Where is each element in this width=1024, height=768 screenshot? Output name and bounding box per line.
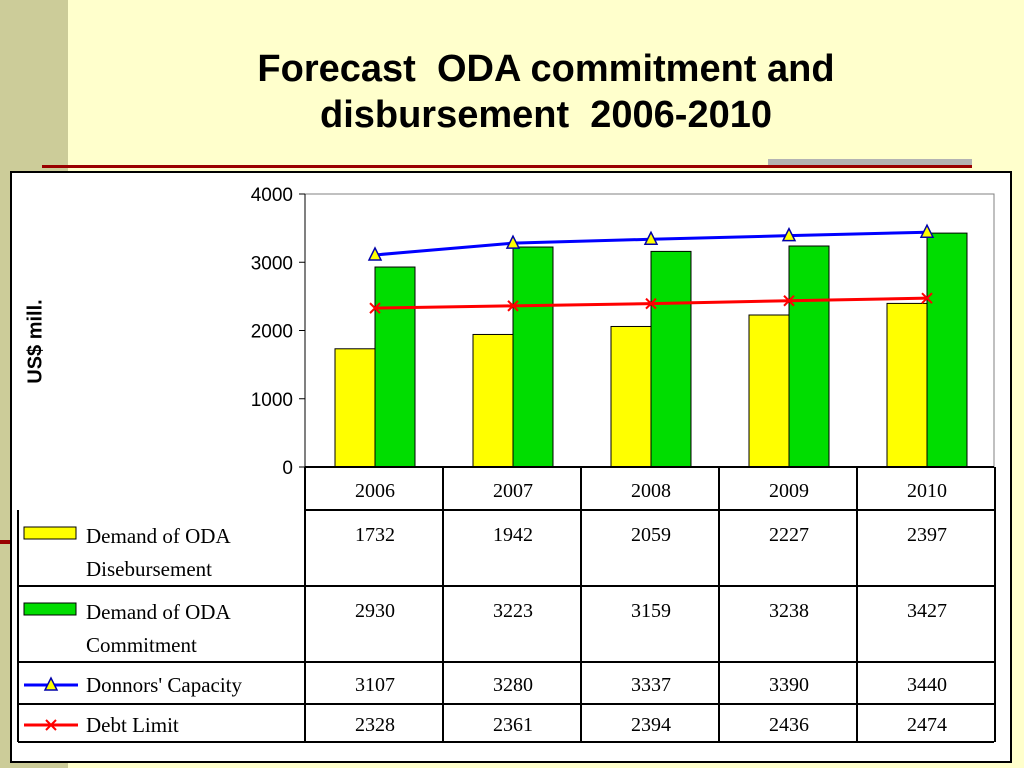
y-tick-label: 1000 [251,390,293,411]
bar [926,232,968,468]
point [921,292,933,304]
y-tick-label: 4000 [251,185,293,206]
data-label: 2397 [907,524,947,546]
x-tick-label: 2010 [907,480,947,502]
title-rule-accent [768,159,972,167]
bar [886,302,928,468]
x-tick-label: 2009 [769,480,809,502]
data-label: 2394 [631,714,671,736]
y-tick-label: 3000 [251,253,293,274]
title-rule [42,165,972,168]
y-tick-label: 0 [282,458,293,479]
point [369,302,381,314]
data-label: 2328 [355,714,395,736]
bar [610,325,652,468]
data-label: 3159 [631,600,671,622]
bar [374,266,416,468]
point [505,234,521,249]
legend-label: Debt Limit [86,713,179,737]
point [781,226,797,242]
legend-label: Demand of ODA [86,524,231,548]
legend-marker [43,676,59,691]
point [645,297,657,310]
legend-label: Demand of ODA [86,600,231,624]
side-rule [0,540,12,544]
data-label: 1942 [493,524,533,546]
data-label: 2361 [493,714,533,736]
x-tick-label: 2007 [493,480,533,502]
point [643,230,659,245]
data-label: 3280 [493,674,533,696]
point [783,295,795,307]
data-label: 2474 [907,714,947,736]
data-label: 2059 [631,524,671,546]
y-tick-label: 2000 [251,322,293,343]
legend-swatch [23,602,77,616]
data-label: 3107 [355,674,395,696]
data-label: 2227 [769,524,809,546]
data-label: 3238 [769,600,809,622]
data-label: 3427 [907,600,947,622]
bar [512,246,554,468]
bar [788,245,830,468]
data-label: 2436 [769,714,809,736]
point [507,300,519,312]
legend-label: Donnors' Capacity [86,673,243,697]
point [919,223,935,238]
legend-label: Disebursement [86,557,212,581]
bar [748,314,790,468]
bar [472,333,514,468]
data-label: 3223 [493,600,533,622]
legend-label: Commitment [86,633,197,657]
data-label: 3390 [769,674,809,696]
point [367,246,383,261]
x-tick-label: 2008 [631,480,671,502]
bar [334,348,376,468]
page-title: Forecast ODA commitment and disbursement… [257,48,835,136]
data-label: 3337 [631,674,671,696]
legend-swatch [23,526,77,540]
x-tick-label: 2006 [355,480,395,502]
legend-marker [45,719,57,731]
bar [650,250,692,468]
data-label: 3440 [907,674,947,696]
data-label: 1732 [355,524,395,546]
data-label: 2930 [355,600,395,622]
